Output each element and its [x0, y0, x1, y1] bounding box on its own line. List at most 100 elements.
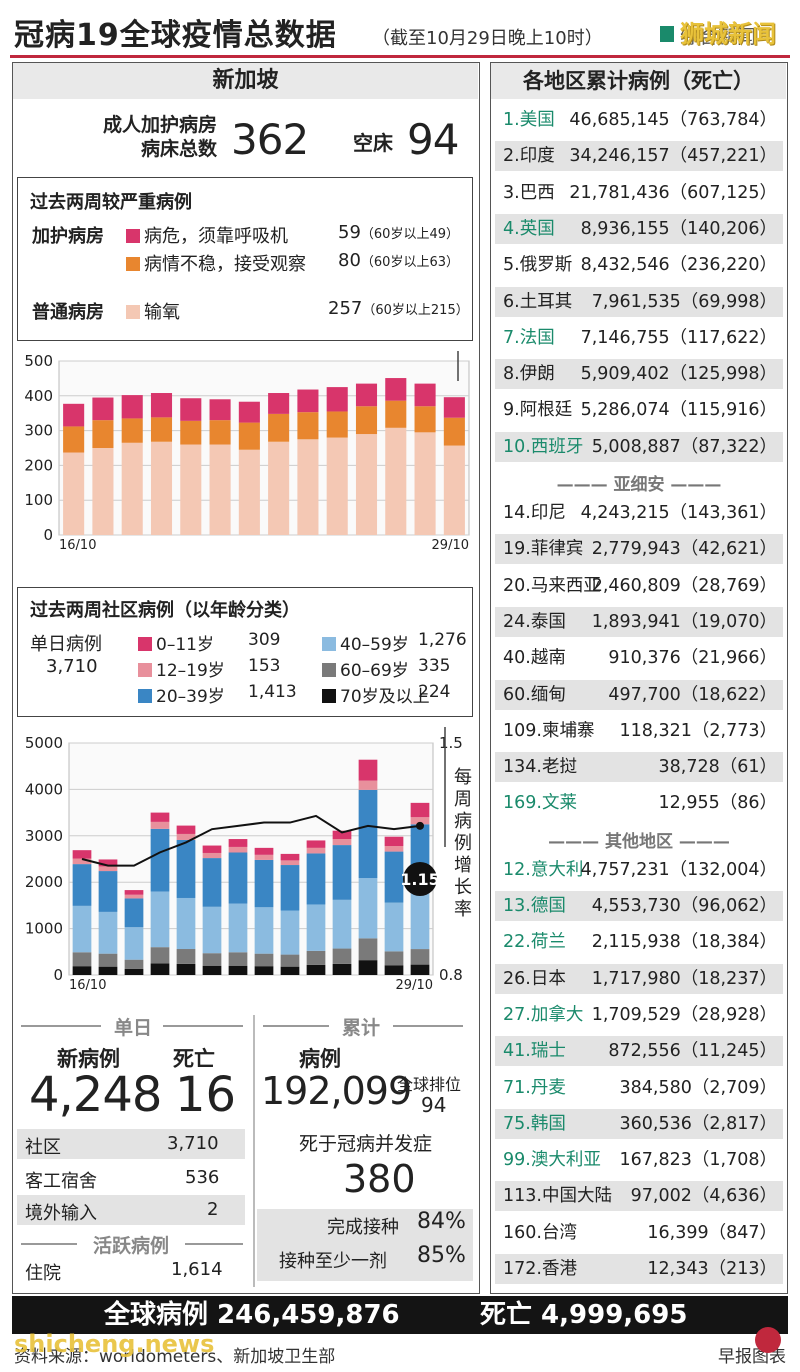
bar-输氧-5 [209, 444, 231, 535]
country-value: 5,909,402（125,998） [580, 364, 777, 385]
age-legend-label: 0–11岁 [156, 635, 214, 655]
bar-病危，须靠呼吸机-7 [268, 393, 290, 414]
bar-病情不稳，接受观察-6 [238, 422, 260, 450]
region-subheading: ——— 亚细安 ——— [556, 475, 722, 495]
bar-12–19岁-5 [202, 852, 222, 859]
country-name: 14.印尼 [503, 503, 566, 523]
source-note: 资料来源：worldometers、新加坡卫生部 [14, 1347, 336, 1367]
bar-病危，须靠呼吸机-9 [326, 387, 348, 412]
country-name: 24.泰国 [503, 611, 566, 632]
bar-40–59岁-8 [280, 910, 300, 955]
bar-0–11岁-2 [124, 890, 144, 895]
x-end-label: 29/10 [432, 538, 469, 553]
country-row: 10.西班牙 5,008,887（87,322） [495, 431, 783, 462]
page-title: 冠病19全球疫情总数据 [14, 18, 337, 53]
world-panel: 各地区累计病例（死亡） 1.美国 46,685,145（763,784） 2.印度 3… [490, 62, 788, 1294]
bar-病危，须靠呼吸机-1 [92, 397, 114, 421]
growth-label-char: 病 [454, 811, 472, 832]
age-legend-label: 20–39岁 [156, 687, 225, 707]
bar-12–19岁-11 [358, 780, 378, 790]
bar-70岁及以上-0 [72, 966, 92, 975]
country-row: 109.柬埔寨 118,321（2,773） [495, 716, 783, 746]
growth-label-char: 增 [454, 855, 472, 876]
imported-row-bg [17, 1195, 245, 1225]
y-tick-label: 5000 [25, 734, 63, 752]
bar-12–19岁-7 [254, 854, 274, 860]
bar-70岁及以上-1 [98, 966, 118, 975]
bar-0–11岁-4 [176, 825, 196, 834]
critical-swatch [126, 229, 140, 243]
country-name: 13.德国 [503, 896, 566, 916]
bar-20–39岁-10 [332, 845, 352, 900]
bar-输氧-8 [297, 439, 319, 535]
country-row: 22.荷兰 2,115,938（18,384） [495, 927, 783, 957]
bar-病情不稳，接受观察-2 [121, 418, 143, 443]
unstable-swatch [126, 257, 140, 271]
bar-70岁及以上-6 [228, 965, 248, 975]
bar-60–69岁-12 [384, 951, 404, 966]
y2-tick-label: 1.5 [439, 734, 463, 752]
country-row: 1.美国 46,685,145（763,784） [495, 105, 783, 135]
y-tick-label: 300 [24, 422, 53, 440]
country-name: 22.荷兰 [503, 932, 566, 953]
region-subheading: ——— 其他地区 ——— [548, 831, 730, 852]
critical-value: 59 [338, 222, 361, 243]
country-row: 75.韩国 360,536（2,817） [495, 1108, 783, 1139]
country-name: 41.瑞士 [503, 1041, 566, 1062]
community-row-bg [17, 1129, 245, 1159]
bar-0–11岁-3 [150, 812, 170, 822]
bar-60–69岁-6 [228, 952, 248, 966]
bar-病危，须靠呼吸机-0 [63, 403, 85, 427]
age-legend-item: 70岁及以上 224 [322, 682, 450, 707]
country-name: 169.文莱 [503, 793, 577, 814]
bar-12–19岁-10 [332, 839, 352, 846]
bar-病危，须靠呼吸机-10 [355, 383, 378, 407]
country-value: 4,757,231（132,004） [580, 859, 777, 880]
bar-70岁及以上-12 [384, 965, 404, 975]
unstable-label: 病情不稳，接受观察 [144, 254, 306, 275]
country-row: 27.加拿大 1,709,529（28,928） [495, 1000, 783, 1030]
country-value: 5,008,887（87,322） [591, 436, 777, 457]
age-legend-item: 0–11岁 309 [138, 630, 280, 655]
country-value: 497,700（18,622） [608, 684, 777, 705]
bar-病情不稳，接受观察-3 [150, 417, 173, 442]
country-value: 7,961,535（69,998） [591, 291, 777, 312]
age-legend-swatch [138, 689, 152, 703]
oxygen-note: （60岁以上215） [362, 303, 469, 318]
x-start-label: 16/10 [69, 978, 106, 993]
country-value: 12,343（213） [647, 1259, 777, 1279]
oxygen-value-row: 257（60岁以上215） [328, 298, 469, 319]
bar-病情不稳，接受观察-9 [326, 411, 348, 438]
country-name: 99.澳大利亚 [503, 1150, 601, 1171]
country-value: 118,321（2,773） [619, 720, 777, 741]
bar-病情不稳，接受观察-12 [414, 406, 436, 433]
dorm-label: 客工宿舍 [25, 1171, 97, 1192]
bar-60–69岁-2 [124, 959, 144, 969]
country-name: 3.巴西 [503, 182, 555, 203]
icu-beds-label: 成人加护病房 病床总数 [77, 113, 217, 161]
critical-value-row: 59（60岁以上49） [338, 222, 459, 243]
bar-0–11岁-7 [254, 847, 274, 855]
growth-label-char: 例 [454, 833, 472, 854]
growth-label-char: 每 [454, 767, 472, 788]
country-name: 8.伊朗 [503, 364, 555, 385]
severe-cases-chart: 0 100 200 300 400 500 16/10 29/10 [24, 351, 470, 553]
daily-cases-value: 3,710 [46, 656, 98, 677]
country-row: 60.缅甸 497,700（18,622） [495, 679, 783, 710]
daily-rule-right [163, 1025, 243, 1027]
bar-40–59岁-2 [124, 927, 144, 960]
bar-60–69岁-11 [358, 938, 378, 961]
bar-20–39岁-4 [176, 839, 196, 898]
icu-beds-total: 362 [231, 115, 309, 164]
bar-70岁及以上-7 [254, 966, 274, 975]
oxygen-label: 输氧 [144, 302, 180, 323]
country-row: 20.马来西亚 2,460,809（28,769） [495, 571, 783, 601]
new-cases-label: 新病例 [57, 1047, 120, 1071]
country-row: 41.瑞士 872,556（11,245） [495, 1036, 783, 1067]
community-value: 3,710 [167, 1133, 219, 1154]
deaths-label: 死亡 [173, 1047, 215, 1071]
icu-beds-label-line2: 病床总数 [140, 138, 217, 160]
country-name: 75.韩国 [503, 1113, 566, 1134]
age-legend-item: 12–19岁 153 [138, 656, 280, 681]
unstable-row: 病情不稳，接受观察 [126, 250, 306, 276]
